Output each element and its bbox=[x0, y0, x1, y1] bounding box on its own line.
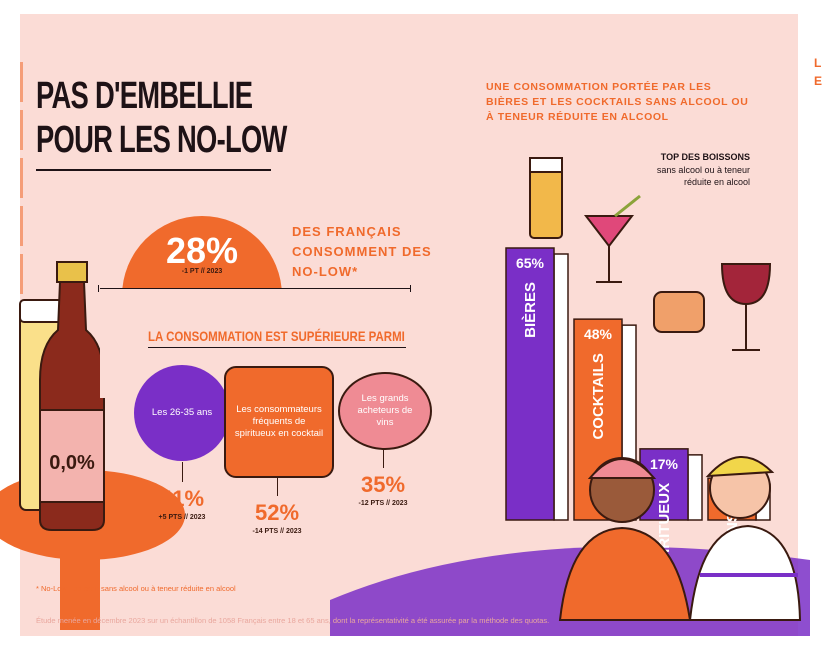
study-note: Étude menée en décembre 2023 sur un écha… bbox=[36, 616, 550, 625]
segment-connector bbox=[277, 476, 278, 496]
main-stat-caption: DES FRANÇAIS CONSOMMENT DES NO-LOW* bbox=[292, 224, 432, 279]
chart-title: TOP DES BOISSONS bbox=[660, 152, 750, 162]
segment-connector bbox=[383, 448, 384, 468]
wine-glass-icon bbox=[720, 263, 772, 351]
edge-letter: E bbox=[814, 74, 823, 88]
segment-label: Les consommateurs fréquents de spiritueu… bbox=[234, 404, 324, 439]
chart-subtitle: sans alcool ou à teneur réduite en alcoo… bbox=[656, 165, 750, 187]
bar-category-label: COCKTAILS bbox=[590, 353, 607, 439]
segment-badge-spirits: Les consommateurs fréquents de spiritueu… bbox=[224, 366, 334, 478]
bar-value-label: 17% bbox=[650, 456, 679, 472]
segment-value: 52% bbox=[254, 500, 300, 525]
segment-badge-26-35: Les 26-35 ans bbox=[134, 365, 230, 461]
bottle-label: 0,0% bbox=[49, 452, 95, 474]
segments-title: LA CONSOMMATION EST SUPÉRIEURE PARMI bbox=[148, 328, 405, 344]
title-underline bbox=[36, 169, 271, 171]
segment-note: -12 PTS // 2023 bbox=[358, 500, 408, 507]
spirits-glass-icon bbox=[653, 291, 705, 333]
person-right-icon bbox=[688, 456, 802, 621]
segment-note: -14 PTS // 2023 bbox=[252, 528, 302, 535]
segment-value: 41% bbox=[159, 486, 205, 511]
bar-side-2 bbox=[687, 454, 703, 521]
segment-value: 35% bbox=[360, 472, 406, 497]
bar-0 bbox=[505, 247, 555, 521]
footnote: * No-Low : boisson sans alcool ou à tene… bbox=[36, 584, 236, 593]
bar-value-label: 65% bbox=[516, 255, 545, 271]
segment-badge-wine: Les grands acheteurs de vins bbox=[338, 372, 432, 450]
segment-label: Les 26-35 ans bbox=[151, 407, 213, 418]
consumption-headline: UNE CONSOMMATION PORTÉE PAR LES BIÈRES E… bbox=[486, 81, 749, 123]
person-left-icon bbox=[558, 457, 692, 621]
page-title: PAS D'EMBELLIE POUR LES NO-LOW bbox=[36, 74, 287, 162]
stat-divider-tick-right bbox=[410, 285, 411, 292]
bar-side-0 bbox=[553, 253, 569, 521]
edge-letter: L bbox=[814, 56, 822, 70]
main-stat-value: 28% bbox=[165, 230, 239, 271]
stat-divider bbox=[100, 288, 410, 289]
cocktail-glass-icon bbox=[583, 194, 641, 283]
stat-divider-tick-left bbox=[98, 285, 99, 292]
segment-label: Les grands acheteurs de vins bbox=[357, 393, 413, 428]
segment-connector bbox=[182, 462, 183, 482]
beer-pint-icon bbox=[529, 157, 563, 239]
bar-category-label: BIÈRES bbox=[522, 282, 539, 338]
segments-title-underline bbox=[148, 347, 406, 348]
segment-note: +5 PTS // 2023 bbox=[158, 514, 206, 521]
next-panel-edge: L E bbox=[810, 0, 831, 647]
title-line-2: POUR LES NO-LOW bbox=[36, 119, 287, 161]
bar-value-label: 48% bbox=[584, 326, 613, 342]
main-stat-note: -1 PT // 2023 bbox=[181, 268, 223, 275]
title-line-1: PAS D'EMBELLIE bbox=[36, 75, 253, 117]
